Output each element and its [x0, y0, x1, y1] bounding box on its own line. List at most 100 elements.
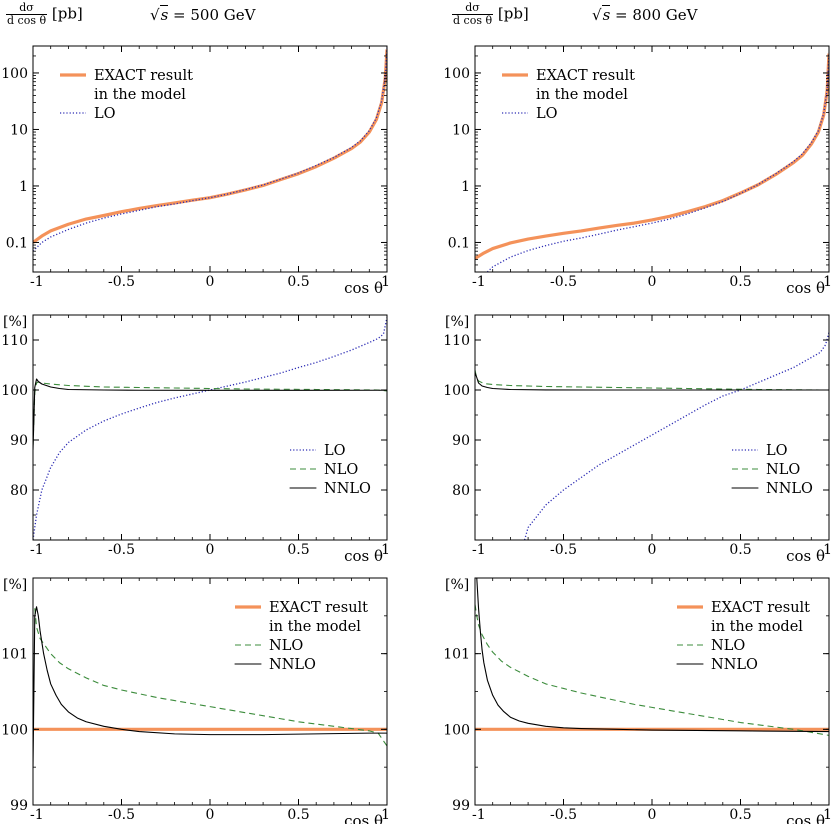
- y-tick-label: 101: [443, 647, 470, 663]
- series-line-nlo: [34, 608, 387, 747]
- y-tick-label: 110: [443, 333, 470, 349]
- chart-xsec-800: -1 -0.5 0 0.5 1 0.1 1 10 100 cos θ EXACT result in …: [443, 45, 831, 297]
- legend-label-nlo: NLO: [269, 638, 303, 654]
- x-axis-label: cos θ: [786, 547, 825, 565]
- chart-nnlo-800: -1 -0.5 0 0.5 1 99 100 101 cos θ [%] EXACT result i…: [443, 577, 831, 824]
- series-line-nnlo: [476, 578, 829, 733]
- x-tick-label: -0.5: [108, 807, 135, 823]
- y-axis-label: [%]: [3, 314, 27, 330]
- x-tick-label: 0: [648, 542, 657, 558]
- y-tick-label: 90: [10, 433, 28, 449]
- x-tick-label: -1: [30, 807, 44, 823]
- y-tick-label: 99: [10, 798, 28, 814]
- x-tick-label: 0: [206, 807, 215, 823]
- fraction-denominator: d cos θ: [453, 14, 493, 27]
- fraction-denominator: d cos θ: [7, 14, 47, 27]
- x-tick-label: 0: [206, 542, 215, 558]
- y-tick-label: 100: [1, 66, 28, 82]
- unit-label: [pb]: [51, 4, 83, 23]
- y-tick-label: 0.1: [448, 235, 470, 251]
- series-line-lo: [523, 332, 829, 540]
- y-tick-label: 100: [443, 66, 470, 82]
- x-tick-label: -0.5: [550, 542, 577, 558]
- y-tick-label: 1: [19, 179, 28, 195]
- series-line-nnlo: [475, 371, 829, 391]
- x-tick-label: 0: [648, 807, 657, 823]
- y-tick-label: 100: [443, 722, 470, 738]
- legend-label-lo: LO: [536, 106, 558, 122]
- legend-label-nnlo: NNLO: [324, 481, 371, 497]
- x-tick-label: 0.5: [287, 274, 309, 290]
- series-line-lo: [33, 47, 387, 252]
- unit-label: [pb]: [497, 4, 529, 23]
- header-left-energy: √s = 500 GeV: [150, 5, 256, 24]
- legend-label-lo: LO: [94, 106, 116, 122]
- x-axis-label: cos θ: [344, 279, 383, 297]
- x-axis-label: cos θ: [344, 812, 383, 824]
- energy-label: = 800 GeV: [615, 6, 698, 24]
- x-tick-label: 1: [381, 807, 390, 823]
- y-tick-label: 99: [452, 798, 470, 814]
- x-tick-label: 0: [648, 274, 657, 290]
- axes-frame: [32, 314, 388, 541]
- series-line-nlo: [475, 604, 829, 736]
- legend: EXACT result in the model NLO NNLO: [234, 600, 368, 673]
- legend-label-exact: EXACT result: [94, 68, 193, 84]
- legend-label-exact-line2: in the model: [536, 87, 628, 103]
- x-axis-label: cos θ: [786, 812, 825, 824]
- y-tick-label: 80: [452, 483, 470, 499]
- legend-label-exact: EXACT result: [711, 600, 810, 616]
- axes-frame: [474, 314, 830, 541]
- legend: EXACT result in the model LO: [502, 68, 635, 122]
- sqrt-variable: s: [159, 5, 169, 24]
- dsigma-dcos-fraction: dσ d cos θ: [6, 2, 48, 27]
- legend-label-lo: LO: [766, 443, 788, 459]
- legend: LO NLO NNLO: [289, 443, 371, 497]
- series-group: [475, 52, 829, 272]
- y-tick-label: 1: [461, 179, 470, 195]
- legend-label-nlo: NLO: [324, 462, 358, 478]
- fraction-numerator: dσ: [6, 2, 48, 15]
- x-tick-label: 0.5: [729, 274, 751, 290]
- header-right-ylabel: dσ d cos θ [pb]: [452, 2, 529, 27]
- x-tick-label: 1: [823, 807, 831, 823]
- y-tick-label: 110: [1, 333, 28, 349]
- y-axis-label: [%]: [445, 314, 469, 330]
- x-tick-label: -0.5: [108, 274, 135, 290]
- y-tick-label: 100: [1, 722, 28, 738]
- legend: LO NLO NNLO: [731, 443, 813, 497]
- series-line-exact: [475, 53, 829, 260]
- legend: EXACT result in the model LO: [60, 68, 193, 122]
- sqrt-symbol: √: [592, 6, 602, 24]
- series-group: [475, 578, 829, 736]
- x-tick-label: 0.5: [729, 807, 751, 823]
- y-tick-label: 10: [452, 122, 470, 138]
- y-tick-label: 0.1: [6, 235, 28, 251]
- legend-label-exact-line2: in the model: [711, 619, 803, 635]
- x-tick-label: -1: [472, 807, 486, 823]
- series-line-exact: [33, 49, 387, 244]
- legend-label-exact: EXACT result: [536, 68, 635, 84]
- series-group: [33, 47, 387, 252]
- series-group: [33, 317, 387, 540]
- chart-nnlo-500: -1 -0.5 0 0.5 1 99 100 101 cos θ [%] EXACT result i…: [1, 577, 390, 824]
- x-tick-label: -0.5: [550, 807, 577, 823]
- x-tick-label: 1: [823, 274, 831, 290]
- chart-ratio-800: -1 -0.5 0 0.5 1 80 90 100 110 cos θ [%] LO NLO NNLO: [443, 314, 831, 565]
- series-group: [33, 606, 387, 768]
- energy-label: = 500 GeV: [173, 6, 256, 24]
- legend-label-nnlo: NNLO: [269, 657, 316, 673]
- series-line-lo: [486, 52, 829, 272]
- x-axis-label: cos θ: [786, 279, 825, 297]
- series-line-nnlo: [33, 378, 387, 451]
- x-tick-label: 0.5: [287, 542, 309, 558]
- x-tick-label: -1: [30, 274, 44, 290]
- y-tick-label: 90: [452, 433, 470, 449]
- y-tick-label: 80: [10, 483, 28, 499]
- legend-label-nnlo: NNLO: [766, 481, 813, 497]
- y-axis-label: [%]: [445, 577, 469, 593]
- header-left-ylabel: dσ d cos θ [pb]: [6, 2, 83, 27]
- x-tick-label: -0.5: [550, 274, 577, 290]
- y-tick-label: 100: [1, 383, 28, 399]
